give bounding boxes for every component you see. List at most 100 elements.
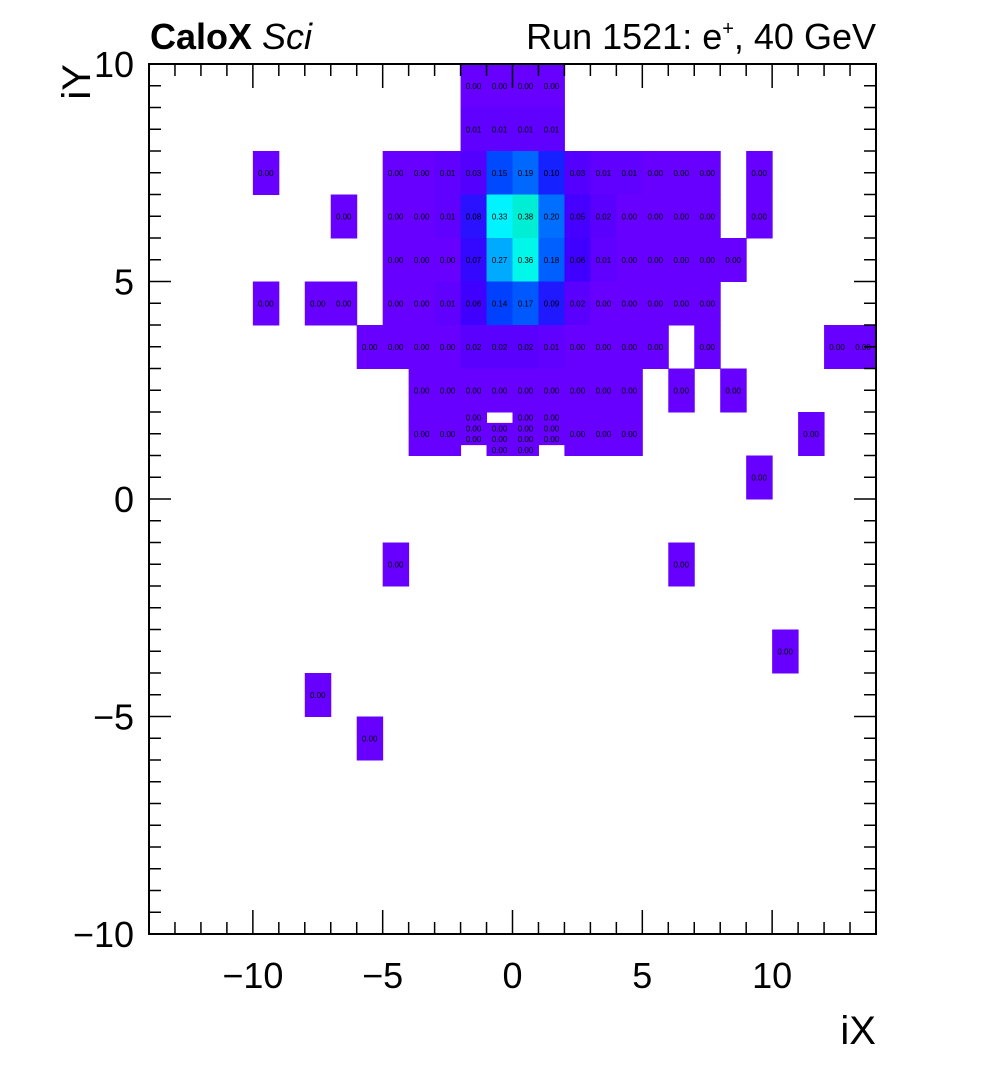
heatmap-cell (538, 238, 565, 282)
heatmap-cells (252, 64, 877, 761)
heatmap-cell (824, 325, 851, 369)
heatmap-cell (434, 151, 462, 195)
cell-value-label: 0.00 (492, 386, 508, 395)
heatmap-cell (720, 238, 747, 282)
cell-value-label: 0.00 (570, 430, 586, 439)
heatmap-cell (512, 107, 539, 152)
cell-value-label: 0.00 (414, 386, 430, 395)
heatmap-cell (512, 238, 539, 282)
heatmap-cell (434, 238, 462, 282)
run-prefix: Run 1521: e (526, 16, 723, 57)
heatmap-cell (408, 325, 436, 369)
cell-value-label: 0.01 (518, 125, 534, 134)
heatmap-cell (590, 368, 617, 413)
heatmap-cell (460, 325, 488, 369)
heatmap-cell (460, 368, 488, 413)
heatmap-cell (486, 151, 513, 195)
cell-value-label: 0.00 (570, 343, 586, 352)
cell-value-label: 0.00 (388, 560, 404, 569)
heatmap-cell (668, 368, 695, 413)
cell-value-label: 0.00 (673, 212, 689, 221)
cell-value-label: 0.00 (673, 386, 689, 395)
heatmap-cell (590, 325, 617, 369)
heatmap-cell (408, 151, 436, 195)
cell-value-label: 0.01 (466, 125, 482, 134)
cell-value-label: 0.00 (544, 82, 560, 91)
cell-value-label: 0.01 (440, 299, 456, 308)
cell-value-label: 0.01 (622, 169, 638, 178)
heatmap-cell (642, 151, 669, 195)
cell-value-label: 0.00 (258, 299, 274, 308)
cell-value-label: 0.01 (492, 125, 508, 134)
heatmap-cell (486, 281, 513, 326)
cell-value-label: 0.18 (544, 256, 560, 265)
cell-value-label: 0.33 (492, 212, 508, 221)
heatmap-cell (408, 238, 436, 282)
cell-value-label: 0.00 (699, 299, 715, 308)
axis-tick-labels: −10 −5 0 5 10 −10 −5 0 5 10 (73, 44, 792, 996)
cell-value-label: 0.14 (492, 299, 508, 308)
heatmap-cell (252, 281, 280, 326)
cell-value-label: 0.03 (570, 169, 586, 178)
cell-value-label: 0.00 (310, 691, 326, 700)
cell-value-labels: 0.00 0.00 0.00 0.00 0.01 0.01 0.01 0.01 0.00 0.00… (258, 82, 871, 744)
cell-value-label: 0.00 (388, 169, 404, 178)
cell-value-label: 0.00 (648, 212, 664, 221)
cell-value-label: 0.02 (596, 212, 612, 221)
heatmap-cell (720, 368, 747, 413)
heatmap-cell (304, 281, 332, 326)
heatmap-cell (642, 325, 669, 369)
cell-value-label: 0.06 (466, 299, 482, 308)
cell-value-label: 0.00 (855, 343, 871, 352)
heatmap-subcell (512, 422, 539, 435)
heatmap-cell (668, 238, 695, 282)
x-tick-label: 10 (752, 955, 792, 996)
cell-value-label: 0.00 (699, 212, 715, 221)
cell-value-label: 0.00 (258, 169, 274, 178)
heatmap-cell (772, 629, 799, 674)
cell-value-label: 0.00 (622, 343, 638, 352)
cell-value-label: 0.08 (466, 212, 482, 221)
heatmap-cell (564, 281, 591, 326)
cell-value-label: 0.01 (596, 169, 612, 178)
heatmap-cell (486, 368, 513, 413)
cell-value-label: 0.00 (388, 256, 404, 265)
heatmap-cell (408, 368, 436, 413)
subcell-value-label: 0.00 (466, 435, 482, 444)
cell-value-label: 0.00 (725, 256, 741, 265)
heatmap-cell (538, 281, 565, 326)
cell-value-label: 0.00 (751, 473, 767, 482)
y-tick-label: −10 (73, 914, 134, 955)
subcell-value-label: 0.00 (544, 435, 560, 444)
subcell-value-label: 0.00 (492, 446, 508, 455)
heatmap-cell (538, 194, 565, 239)
heatmap-cell (616, 281, 643, 326)
x-tick-label: −5 (362, 955, 403, 996)
cell-value-label: 0.02 (570, 299, 586, 308)
cell-value-label: 0.00 (440, 343, 456, 352)
subcell-value-label: 0.00 (518, 435, 534, 444)
heatmap-cell (616, 325, 643, 369)
heatmap-cell (460, 107, 488, 152)
cell-value-label: 0.00 (336, 212, 352, 221)
heatmap-cell (746, 151, 773, 195)
heatmap-cell (616, 194, 643, 239)
cell-value-label: 0.09 (544, 299, 560, 308)
run-title: Run 1521: e+, 40 GeV (526, 16, 876, 58)
y-tick-label: 5 (114, 262, 134, 303)
cell-value-label: 0.00 (388, 212, 404, 221)
cell-value-label: 0.00 (699, 169, 715, 178)
y-tick-label: 0 (114, 479, 134, 520)
cell-value-label: 0.00 (596, 343, 612, 352)
heatmap-cell (642, 281, 669, 326)
x-tick-label: 0 (502, 955, 522, 996)
cell-value-label: 0.00 (751, 212, 767, 221)
heatmap-subcell (486, 422, 513, 435)
cell-value-label: 0.17 (518, 299, 534, 308)
cell-value-label: 0.00 (544, 386, 560, 395)
run-particle-charge: + (722, 18, 734, 40)
heatmap-cell (460, 64, 488, 108)
heatmap-cell (408, 194, 436, 239)
heatmap-cell (356, 716, 384, 761)
